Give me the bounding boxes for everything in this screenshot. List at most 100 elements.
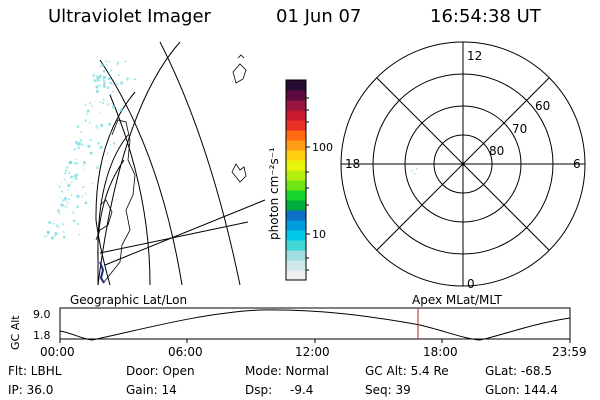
emission-speckle — [67, 202, 69, 204]
emission-speckle — [99, 85, 101, 87]
emission-speckle — [96, 90, 99, 93]
colorbar-segment — [286, 210, 306, 221]
emission-speckle — [102, 98, 105, 101]
mlt-label-12: 12 — [467, 49, 482, 63]
emission-speckle — [78, 233, 81, 236]
emission-speckle — [55, 233, 58, 236]
emission-speckle — [81, 121, 83, 123]
emission-speckle — [94, 101, 96, 103]
emission-speckle — [94, 79, 97, 82]
emission-speckle — [58, 185, 61, 188]
emission-speckle — [133, 78, 136, 81]
emission-speckle — [99, 146, 103, 149]
emission-speckle — [89, 144, 91, 146]
emission-speckle — [66, 200, 68, 202]
colorbar-segment — [286, 220, 306, 231]
glon-status: GLon: 144.4 — [485, 383, 558, 397]
emission-speckle — [64, 196, 67, 199]
gc-alt-status: GC Alt: 5.4 Re — [365, 364, 449, 378]
emission-speckle — [80, 131, 83, 134]
colorbar-ticks — [306, 97, 310, 271]
emission-speckle — [117, 61, 119, 64]
emission-speckle — [77, 125, 80, 128]
altitude-x-ticks — [59, 339, 571, 343]
emission-speckle — [96, 76, 99, 80]
emission-speckle — [48, 221, 51, 224]
altitude-x-tick-1800: 18:00 — [423, 345, 458, 359]
emission-speckle — [97, 78, 100, 82]
colorbar-segment — [286, 270, 306, 281]
emission-speckle — [76, 195, 80, 198]
emission-speckle — [70, 180, 73, 183]
colorbar-segment — [286, 180, 306, 191]
emission-speckle — [84, 103, 87, 106]
altitude-x-tick-0600: 06:00 — [168, 345, 203, 359]
emission-speckle — [76, 162, 79, 165]
colorbar-segment — [286, 230, 306, 241]
emission-speckle — [106, 152, 109, 155]
emission-speckle — [65, 181, 67, 184]
emission-speckle — [51, 236, 54, 240]
altitude-y-tick-9: 9.0 — [33, 308, 51, 321]
emission-speckle — [57, 209, 60, 213]
altitude-axis-label: GC Alt — [9, 315, 22, 350]
emission-speckle — [80, 139, 83, 142]
emission-speckle — [63, 178, 66, 181]
emission-speckle — [108, 123, 111, 126]
ip-status: IP: 36.0 — [8, 383, 54, 397]
altitude-x-tick-0000: 00:00 — [40, 345, 75, 359]
emission-speckle — [91, 79, 94, 81]
emission-speckle — [67, 184, 71, 187]
emission-speckle — [112, 105, 115, 109]
emission-speckle — [112, 84, 114, 86]
emission-speckle — [68, 162, 71, 165]
emission-speckle — [64, 205, 68, 209]
emission-speckle — [86, 109, 90, 113]
mlt-label-18: 18 — [345, 157, 360, 171]
time-label: 16:54:38 UT — [430, 6, 541, 27]
emission-speckle — [108, 61, 110, 63]
geographic-map — [95, 41, 266, 286]
emission-speckle — [53, 223, 55, 225]
lat-label-60: 60 — [535, 99, 550, 113]
emission-speckle — [119, 108, 123, 112]
polar-diagonal-2 — [376, 77, 550, 251]
emission-speckle — [81, 143, 84, 146]
colorbar-segment — [286, 140, 306, 151]
emission-speckle — [43, 235, 47, 238]
emission-speckle — [85, 113, 88, 115]
colorbar-unit-label: photon cm⁻²s⁻¹ — [267, 147, 281, 240]
emission-speckle — [98, 75, 102, 78]
colorbar-segment — [286, 150, 306, 161]
seq-status: Seq: 39 — [365, 383, 411, 397]
colorbar-frame — [285, 79, 307, 281]
emission-speckle — [70, 201, 72, 203]
emission-speckle — [56, 224, 58, 226]
emission-speckle — [86, 144, 90, 148]
emission-speckle — [67, 189, 69, 191]
emission-speckle — [61, 204, 64, 207]
emission-speckle — [103, 85, 106, 88]
emission-speckle — [74, 177, 78, 180]
emission-speckle — [81, 195, 84, 198]
emission-speckle — [75, 158, 78, 161]
mlt-label-0: 0 — [467, 277, 475, 291]
emission-speckle — [106, 103, 110, 106]
emission-speckle — [118, 122, 121, 125]
emission-speckle — [59, 197, 61, 199]
emission-speckle — [95, 125, 99, 129]
lat-label-80: 80 — [489, 144, 504, 158]
emission-speckle — [75, 141, 78, 144]
instrument-title: Ultraviolet Imager — [48, 6, 211, 27]
emission-speckle — [58, 196, 60, 198]
emission-speckle — [95, 166, 99, 169]
emission-speckle — [84, 119, 87, 122]
emission-speckle — [56, 223, 58, 225]
emission-speckle — [103, 81, 106, 84]
emission-speckle — [97, 72, 99, 74]
emission-speckle — [61, 199, 65, 202]
emission-speckle — [94, 80, 97, 82]
emission-speckle — [109, 131, 113, 135]
emission-speckle — [53, 219, 55, 221]
